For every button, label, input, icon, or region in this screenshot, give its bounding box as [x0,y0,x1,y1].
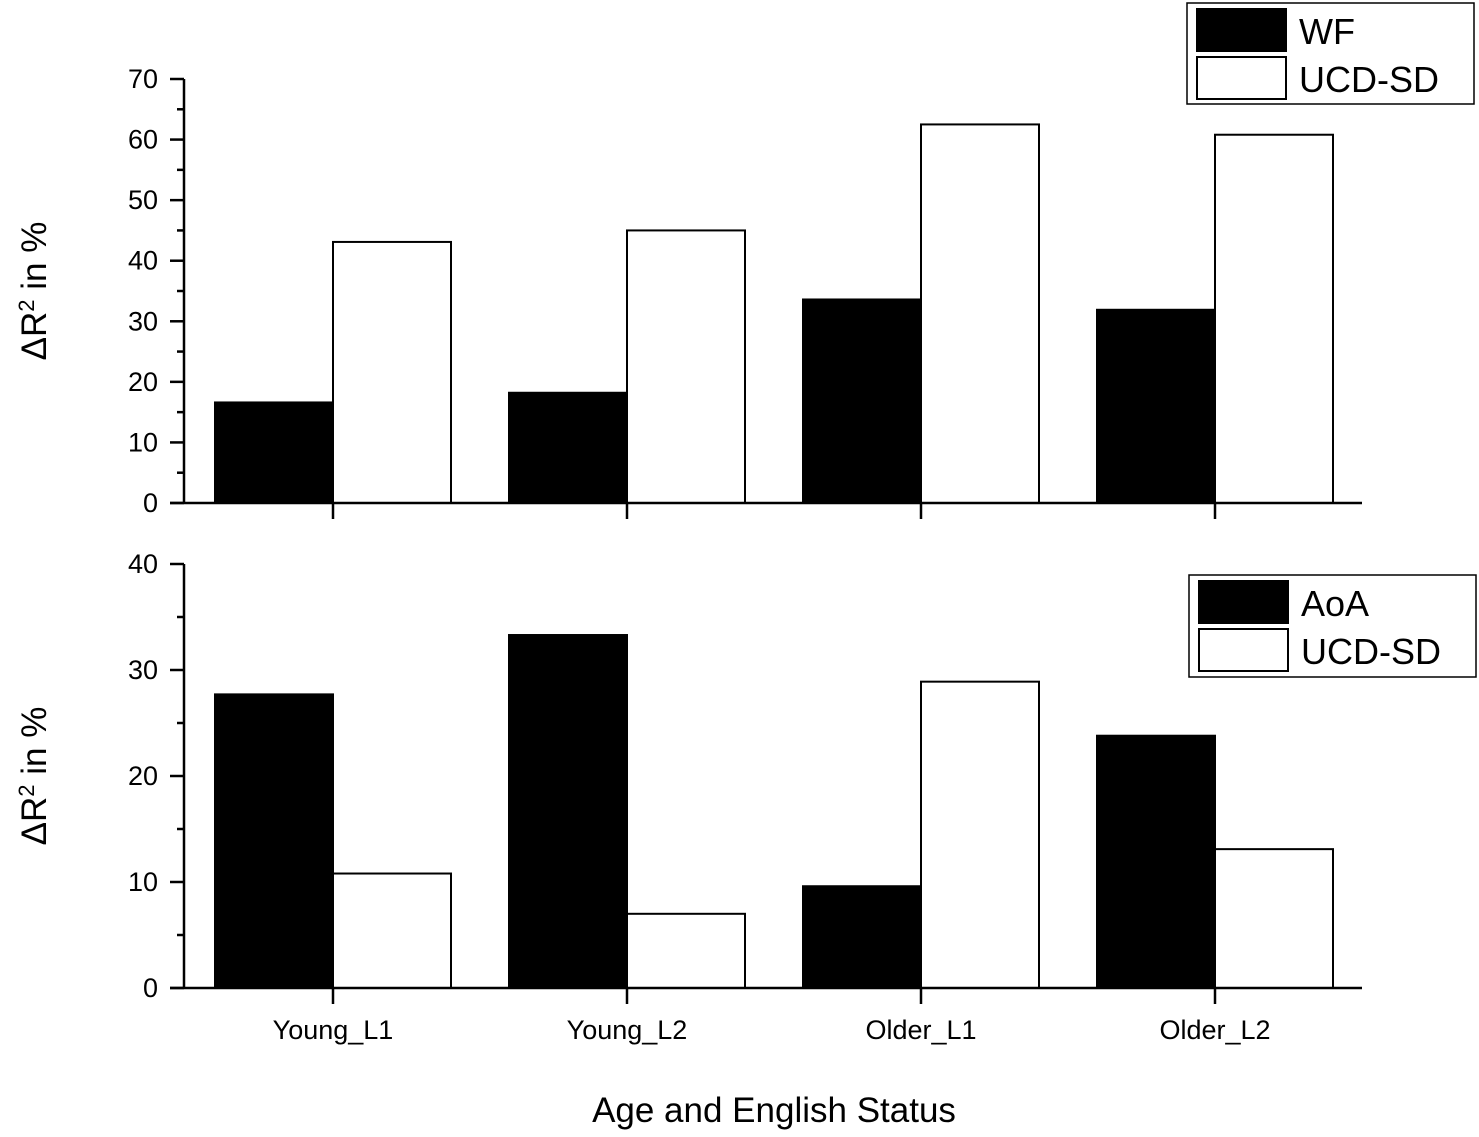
chart-panel-bottom: 0 10 20 30 40 Young_L1 Young_L2 Older_L1 Older_L… [14,549,1477,1045]
legend: AoA UCD-SD [1188,574,1477,678]
bar-ucd-sd-young_l1 [332,240,452,505]
bar-ucd-sd-older_l2 [1214,133,1334,504]
bar-ucd-sd-young_l1 [332,872,452,990]
x-tick-label: Older_L2 [1159,1015,1270,1045]
bar-aoa-young_l2 [508,634,628,990]
legend-swatch-ucd-sd [1196,56,1287,100]
y-tick-label: 10 [128,427,158,457]
y-tick-label: 70 [128,64,158,94]
legend-label-ucd-sd: UCD-SD [1299,59,1439,100]
y-tick-label: 50 [128,185,158,215]
chart-panel-top: 0 10 20 30 40 50 60 70 ΔR2 in % WF UCD-SD [14,2,1475,519]
bar-ucd-sd-older_l1 [920,123,1040,505]
legend-swatch-ucd-sd [1198,628,1289,672]
y-tick-label: 0 [143,973,158,1003]
bar-wf-older_l2 [1096,308,1216,504]
bar-aoa-young_l1 [214,693,334,989]
y-tick-label: 20 [128,761,158,791]
y-tick-label: 30 [128,306,158,336]
bar-ucd-sd-young_l2 [626,229,746,505]
y-tick-label: 40 [128,246,158,276]
bar-wf-young_l1 [214,401,334,504]
y-axis-title: ΔR2 in % [14,707,55,846]
bar-ucd-sd-older_l1 [920,680,1040,989]
bar-aoa-older_l2 [1096,734,1216,989]
bar-wf-young_l2 [508,391,628,505]
legend-swatch-wf [1196,8,1287,52]
bar-aoa-older_l1 [802,885,922,989]
x-tick-label: Older_L1 [865,1015,976,1045]
legend-label-wf: WF [1299,11,1355,52]
y-tick-label: 30 [128,655,158,685]
bar-wf-older_l1 [802,298,922,505]
legend-label-ucd-sd: UCD-SD [1301,631,1441,672]
x-tick-label: Young_L2 [567,1015,688,1045]
bar-ucd-sd-young_l2 [626,912,746,989]
y-tick-label: 10 [128,867,158,897]
y-tick-label: 40 [128,549,158,579]
y-tick-label: 60 [128,125,158,155]
x-tick-label: Young_L1 [273,1015,394,1045]
legend-label-aoa: AoA [1301,583,1369,624]
y-tick-label: 0 [143,488,158,518]
y-tick-label: 20 [128,367,158,397]
bar-ucd-sd-older_l2 [1214,848,1334,990]
y-axis-title: ΔR2 in % [14,222,55,361]
legend-swatch-aoa [1198,580,1289,624]
legend: WF UCD-SD [1186,2,1475,105]
